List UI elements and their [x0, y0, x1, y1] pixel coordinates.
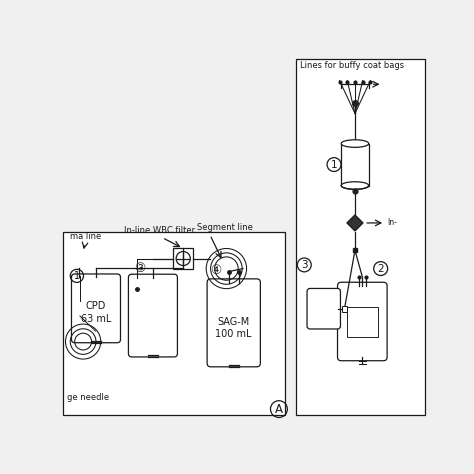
Bar [346, 307, 378, 337]
FancyBboxPatch shape [307, 289, 340, 329]
Bar [341, 144, 369, 185]
Ellipse shape [341, 140, 369, 147]
Text: SAG-M
100 mL: SAG-M 100 mL [216, 317, 252, 339]
Text: Lines for buffy coat bags: Lines for buffy coat bags [300, 61, 404, 70]
Text: ma line: ma line [70, 232, 101, 241]
Text: 2: 2 [377, 264, 384, 273]
FancyBboxPatch shape [128, 274, 177, 357]
Text: 1: 1 [331, 160, 337, 170]
Text: CPD
63 mL: CPD 63 mL [81, 301, 111, 324]
FancyBboxPatch shape [207, 279, 260, 367]
Text: In-: In- [387, 219, 397, 228]
Bar [296, 59, 425, 415]
Text: ③: ③ [134, 262, 145, 275]
Bar [173, 248, 193, 269]
Ellipse shape [341, 182, 369, 189]
Text: A: A [275, 402, 283, 416]
Bar [63, 232, 285, 415]
Text: ge needle: ge needle [66, 393, 109, 402]
FancyBboxPatch shape [72, 274, 120, 343]
Text: 1: 1 [74, 271, 80, 281]
Text: 3: 3 [301, 260, 308, 270]
Text: ④: ④ [210, 264, 221, 277]
Polygon shape [347, 215, 363, 231]
FancyBboxPatch shape [337, 282, 387, 361]
Bar [342, 306, 346, 311]
Text: In-line WBC filter: In-line WBC filter [124, 226, 195, 235]
Text: Segment line: Segment line [197, 223, 253, 232]
